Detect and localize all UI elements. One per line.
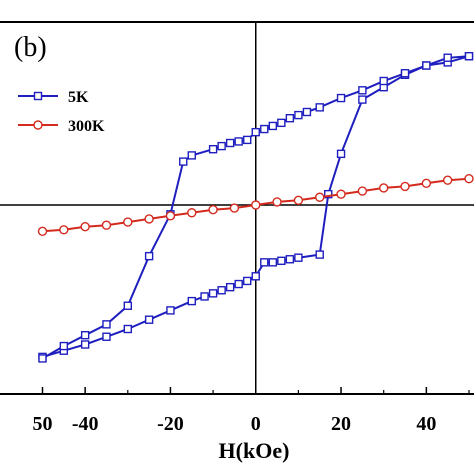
data-point [217,141,226,151]
data-point [144,214,154,224]
data-point [315,250,324,259]
legend-label-5k: 5K [68,89,89,106]
data-point [123,324,133,334]
data-point [251,272,260,281]
data-point [200,292,209,301]
legend: 5K 300K [18,89,105,135]
data-point [144,251,154,261]
data-point [243,276,252,286]
data-point [59,225,69,235]
data-point [336,149,346,159]
data-point [187,296,196,306]
x-tick-label: 20 [331,413,351,435]
data-point [294,253,303,262]
data-point [260,124,269,134]
data-point [293,195,304,206]
series-5k [38,52,474,363]
data-point [285,255,295,264]
data-point [234,279,243,289]
data-point [179,157,188,166]
data-point [251,200,261,210]
data-point [187,151,196,160]
data-point [268,258,278,267]
x-axis-title: H(kOe) [219,438,290,463]
data-point [379,183,389,193]
data-point [80,340,90,349]
data-point [324,189,333,199]
data-point [400,69,410,78]
data-point [225,138,235,148]
data-point [285,113,295,123]
data-point [422,61,431,70]
data-point [294,110,303,120]
x-ticks: 50 -40 -20 0 20 40 [33,387,470,435]
data-point [464,52,474,61]
data-point [442,175,453,185]
data-point [165,211,176,221]
data-point [277,118,286,128]
legend-marker-5k [33,91,43,101]
data-point [234,137,243,146]
data-point [272,197,282,207]
x-tick-label: -20 [157,413,184,435]
data-point [187,208,197,218]
data-point [217,286,226,295]
data-point [229,203,240,213]
data-point [260,258,269,267]
data-point [166,306,175,315]
data-point [400,181,410,192]
legend-marker-300k [33,120,43,130]
data-point [208,289,218,298]
legend-label-300k: 300K [68,118,105,135]
data-point [315,192,325,202]
data-point [59,341,69,351]
data-point [357,186,368,196]
x-tick-label: -40 [72,413,99,435]
series-layer [37,52,474,363]
data-point [336,93,346,103]
data-point [336,189,346,199]
panel-label: (b) [14,32,47,63]
data-point [302,107,312,117]
data-point [251,127,260,137]
data-point [123,301,133,310]
data-point [443,53,452,62]
data-point [38,354,47,363]
data-point [144,315,154,324]
data-point [37,226,48,237]
data-point [80,331,90,340]
series-300k [37,173,474,237]
data-point [123,217,133,227]
x-tick-label: 50 [33,413,53,435]
data-point [358,95,367,104]
data-point [268,121,278,131]
data-point [277,256,286,265]
data-point [464,173,474,184]
x-tick-label: 40 [416,413,436,435]
data-point [421,178,432,189]
data-point [358,86,367,95]
data-point [243,135,252,145]
data-point [225,282,235,292]
data-point [80,221,90,232]
data-point [102,320,111,329]
x-tick-label: 0 [251,413,261,435]
data-point [102,332,111,341]
data-point [315,103,324,112]
data-point [101,220,112,230]
data-point [208,204,218,215]
data-point [208,144,218,154]
data-point [379,76,388,86]
